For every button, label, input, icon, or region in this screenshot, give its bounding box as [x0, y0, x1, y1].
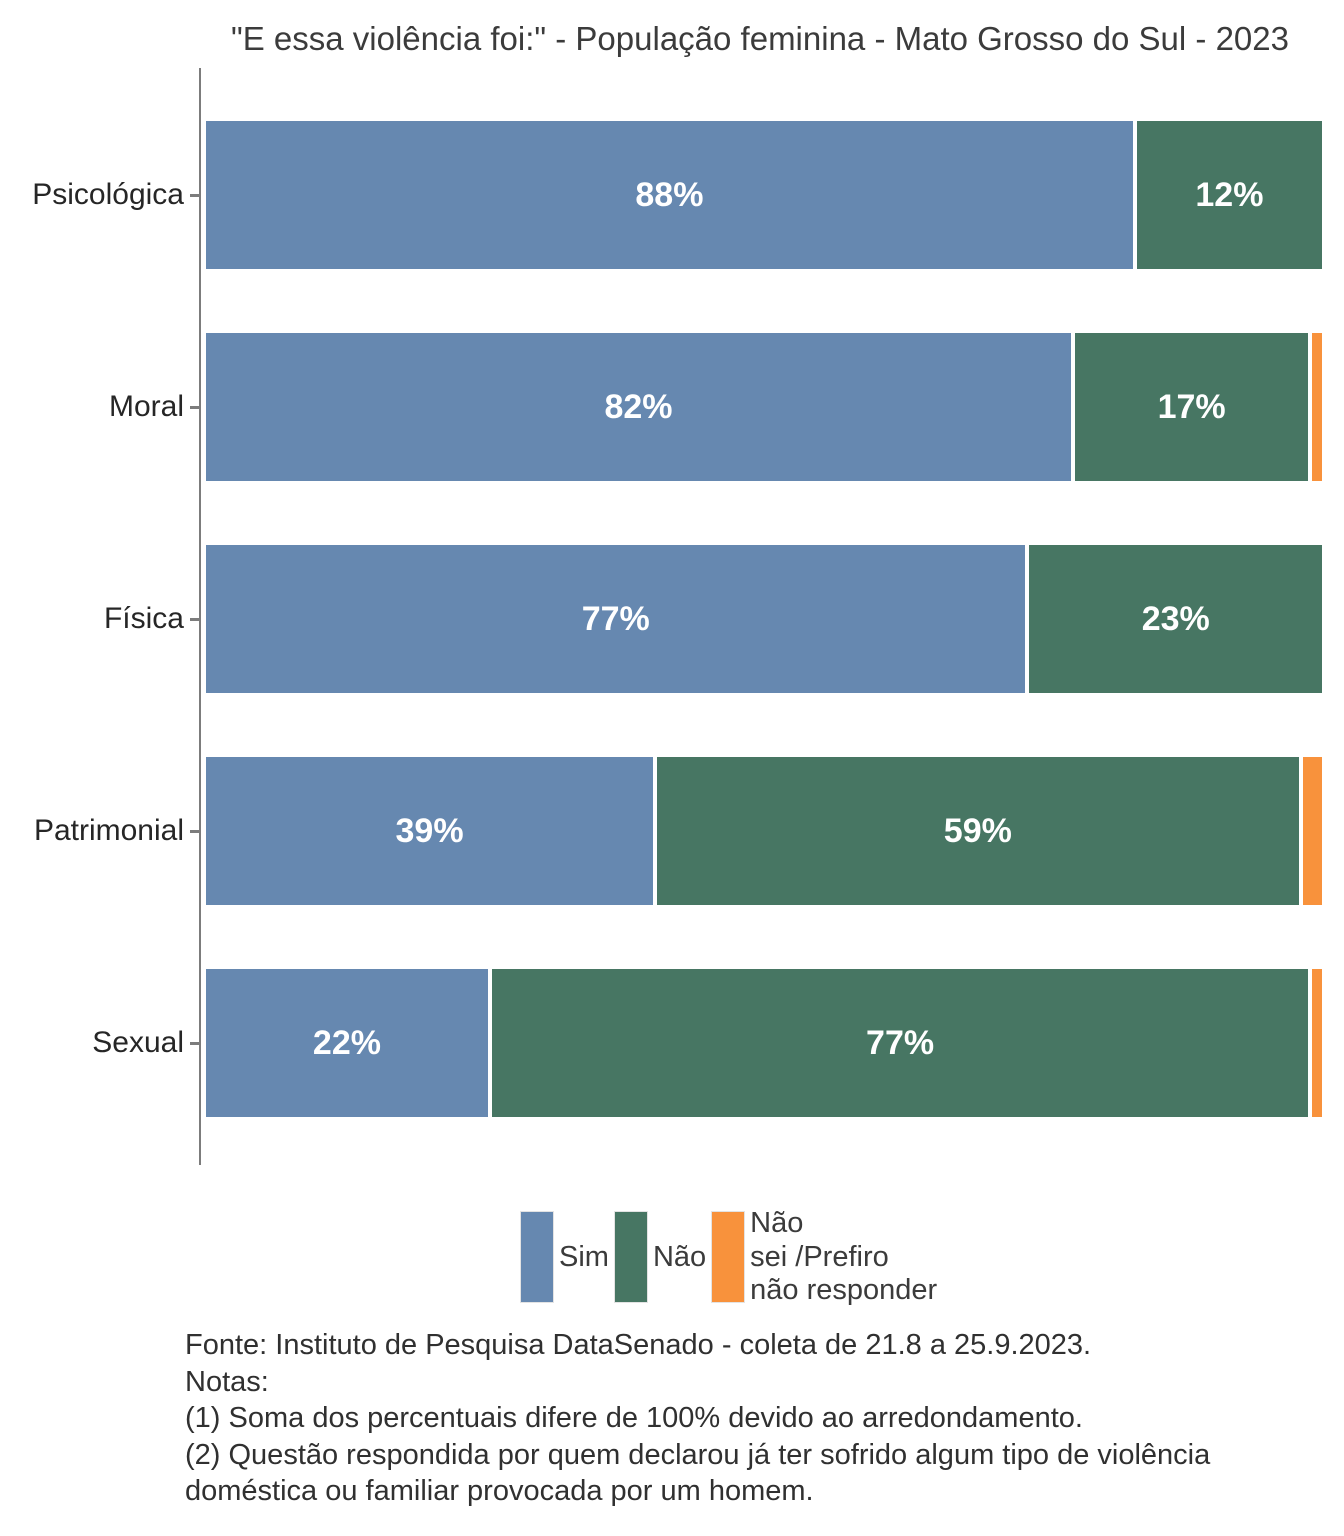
bar-value-label: 77%: [581, 599, 650, 638]
bar-value-label: 88%: [635, 175, 704, 214]
category-label: Patrimonial: [33, 814, 184, 848]
legend-label: Sim: [559, 1240, 609, 1273]
legend-items: Sim Não Não sei /Prefiro não responder: [520, 1207, 942, 1307]
bar-value-label: 59%: [943, 811, 1012, 850]
bar-value-label: 82%: [604, 387, 673, 426]
notes-label: Notas:: [185, 1365, 269, 1398]
note-1: (1) Soma dos percentuais difere de 100% …: [185, 1402, 1083, 1435]
bar-value-label: 77%: [866, 1023, 935, 1062]
chart-row: Moral 82% 17%: [0, 333, 1322, 482]
axis-tick: [190, 405, 199, 409]
bar-segment: 59%: [657, 757, 1299, 906]
axis-tick: [190, 617, 199, 621]
axis-tick: [190, 1041, 199, 1045]
stacked-bar: 39% 59%: [206, 757, 1322, 906]
bar-value-label: 22%: [312, 1023, 381, 1062]
bar-segment: 23%: [1029, 545, 1322, 694]
bar-segment: 77%: [206, 545, 1026, 694]
legend-swatch: [520, 1211, 554, 1304]
stacked-bar: 77% 23%: [206, 545, 1322, 694]
legend-swatch: [613, 1211, 648, 1304]
bar-segment: 88%: [206, 121, 1133, 270]
category-label: Física: [103, 602, 184, 636]
stacked-bar: 88% 12%: [206, 121, 1322, 270]
bar-value-label: 17%: [1157, 387, 1226, 426]
category-label: Psicológica: [32, 178, 184, 212]
legend-item: Sim: [520, 1211, 614, 1304]
source-line: Fonte: Instituto de Pesquisa DataSenado …: [185, 1329, 1092, 1362]
source-notes: Fonte: Instituto de Pesquisa DataSenado …: [185, 1327, 1277, 1510]
bar-value-label: 23%: [1141, 599, 1210, 638]
bar-segment: 39%: [206, 757, 654, 906]
bar-chart: Psicológica 88% 12% Moral 82% 17% Física 77% 23%…: [0, 68, 1344, 1166]
chart-row: Sexual 22% 77%: [0, 969, 1322, 1118]
bar-value-label: 12%: [1195, 175, 1264, 214]
note-2: (2) Questão respondida por quem declarou…: [185, 1438, 1211, 1508]
legend: Sim Não Não sei /Prefiro não responder: [520, 1207, 1344, 1307]
bar-segment: [1302, 757, 1322, 906]
bar-segment: [1312, 969, 1322, 1118]
stacked-bar: 22% 77%: [206, 969, 1322, 1118]
bar-segment: 82%: [206, 333, 1071, 482]
bar-value-label: 39%: [395, 811, 464, 850]
chart-rows: Psicológica 88% 12% Moral 82% 17% Física 77% 23%…: [0, 121, 1322, 1118]
axis-tick: [190, 193, 199, 197]
legend-swatch: [711, 1211, 746, 1304]
stacked-bar: 82% 17%: [206, 333, 1322, 482]
chart-row: Psicológica 88% 12%: [0, 121, 1322, 270]
legend-label: Não sei /Prefiro não responder: [750, 1207, 938, 1306]
legend-item: Não: [613, 1211, 711, 1304]
y-axis-line: [199, 68, 201, 1166]
chart-row: Patrimonial 39% 59%: [0, 757, 1322, 906]
legend-label: Não: [652, 1240, 707, 1273]
chart-title: "E essa violência foi:" - População femi…: [231, 20, 1289, 57]
bar-segment: [1312, 333, 1322, 482]
category-label: Moral: [108, 390, 184, 424]
bar-segment: 12%: [1136, 121, 1322, 270]
bar-segment: 77%: [491, 969, 1309, 1118]
bar-segment: 17%: [1075, 333, 1309, 482]
legend-item: Não sei /Prefiro não responder: [711, 1207, 942, 1307]
category-label: Sexual: [92, 1026, 184, 1060]
axis-tick: [190, 829, 199, 833]
bar-segment: 22%: [206, 969, 488, 1118]
chart-row: Física 77% 23%: [0, 545, 1322, 694]
